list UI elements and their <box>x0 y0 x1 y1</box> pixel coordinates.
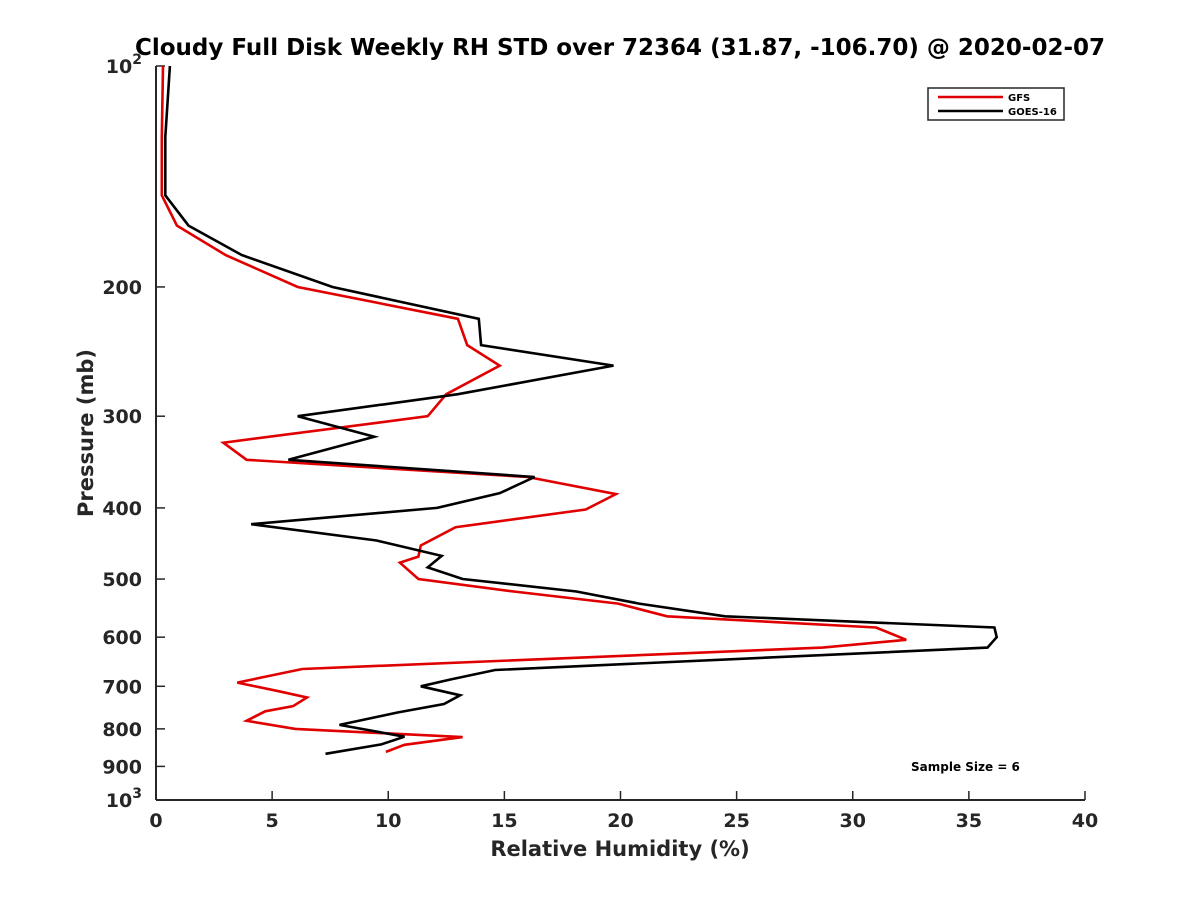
x-tick-label: 20 <box>607 810 633 832</box>
x-tick-label: 35 <box>956 810 982 832</box>
x-tick-label: 25 <box>723 810 749 832</box>
legend-label-gfs: GFS <box>1008 93 1030 104</box>
x-tick-label: 0 <box>149 810 162 832</box>
y-ticks: 102 200 300 400 500 600 700 800 900 103 <box>102 52 165 812</box>
series-line-goes-16 <box>164 65 999 756</box>
y-tick-label: 900 <box>102 756 142 778</box>
y-axis-label: Pressure (mb) <box>74 349 98 517</box>
y-tick-label: 500 <box>102 569 142 591</box>
x-tick-label: 5 <box>266 810 279 832</box>
y-tick-label: 300 <box>102 406 142 428</box>
x-axis-label: Relative Humidity (%) <box>490 837 749 861</box>
legend-box <box>927 87 1065 121</box>
series-line-gfs <box>160 65 907 754</box>
x-tick-label: 30 <box>840 810 866 832</box>
x-tick-label: 15 <box>491 810 517 832</box>
y-tick-label: 200 <box>102 277 142 299</box>
x-tick-label: 40 <box>1072 810 1098 832</box>
y-tick-label: 800 <box>102 719 142 741</box>
y-tick-label: 700 <box>102 676 142 698</box>
chart-title: Cloudy Full Disk Weekly RH STD over 7236… <box>135 35 1105 61</box>
series-group <box>160 65 999 756</box>
legend-label-goes16: GOES-16 <box>1008 107 1057 118</box>
x-ticks: 0 5 10 15 20 25 30 35 40 <box>149 791 1098 832</box>
y-tick-label: 103 <box>106 786 142 812</box>
legend: GFS GOES-16 <box>927 87 1065 121</box>
sample-size-annotation: Sample Size = 6 <box>911 760 1020 774</box>
x-tick-label: 10 <box>375 810 401 832</box>
y-tick-label: 600 <box>102 627 142 649</box>
y-tick-label: 102 <box>106 52 142 78</box>
y-tick-label: 400 <box>102 498 142 520</box>
